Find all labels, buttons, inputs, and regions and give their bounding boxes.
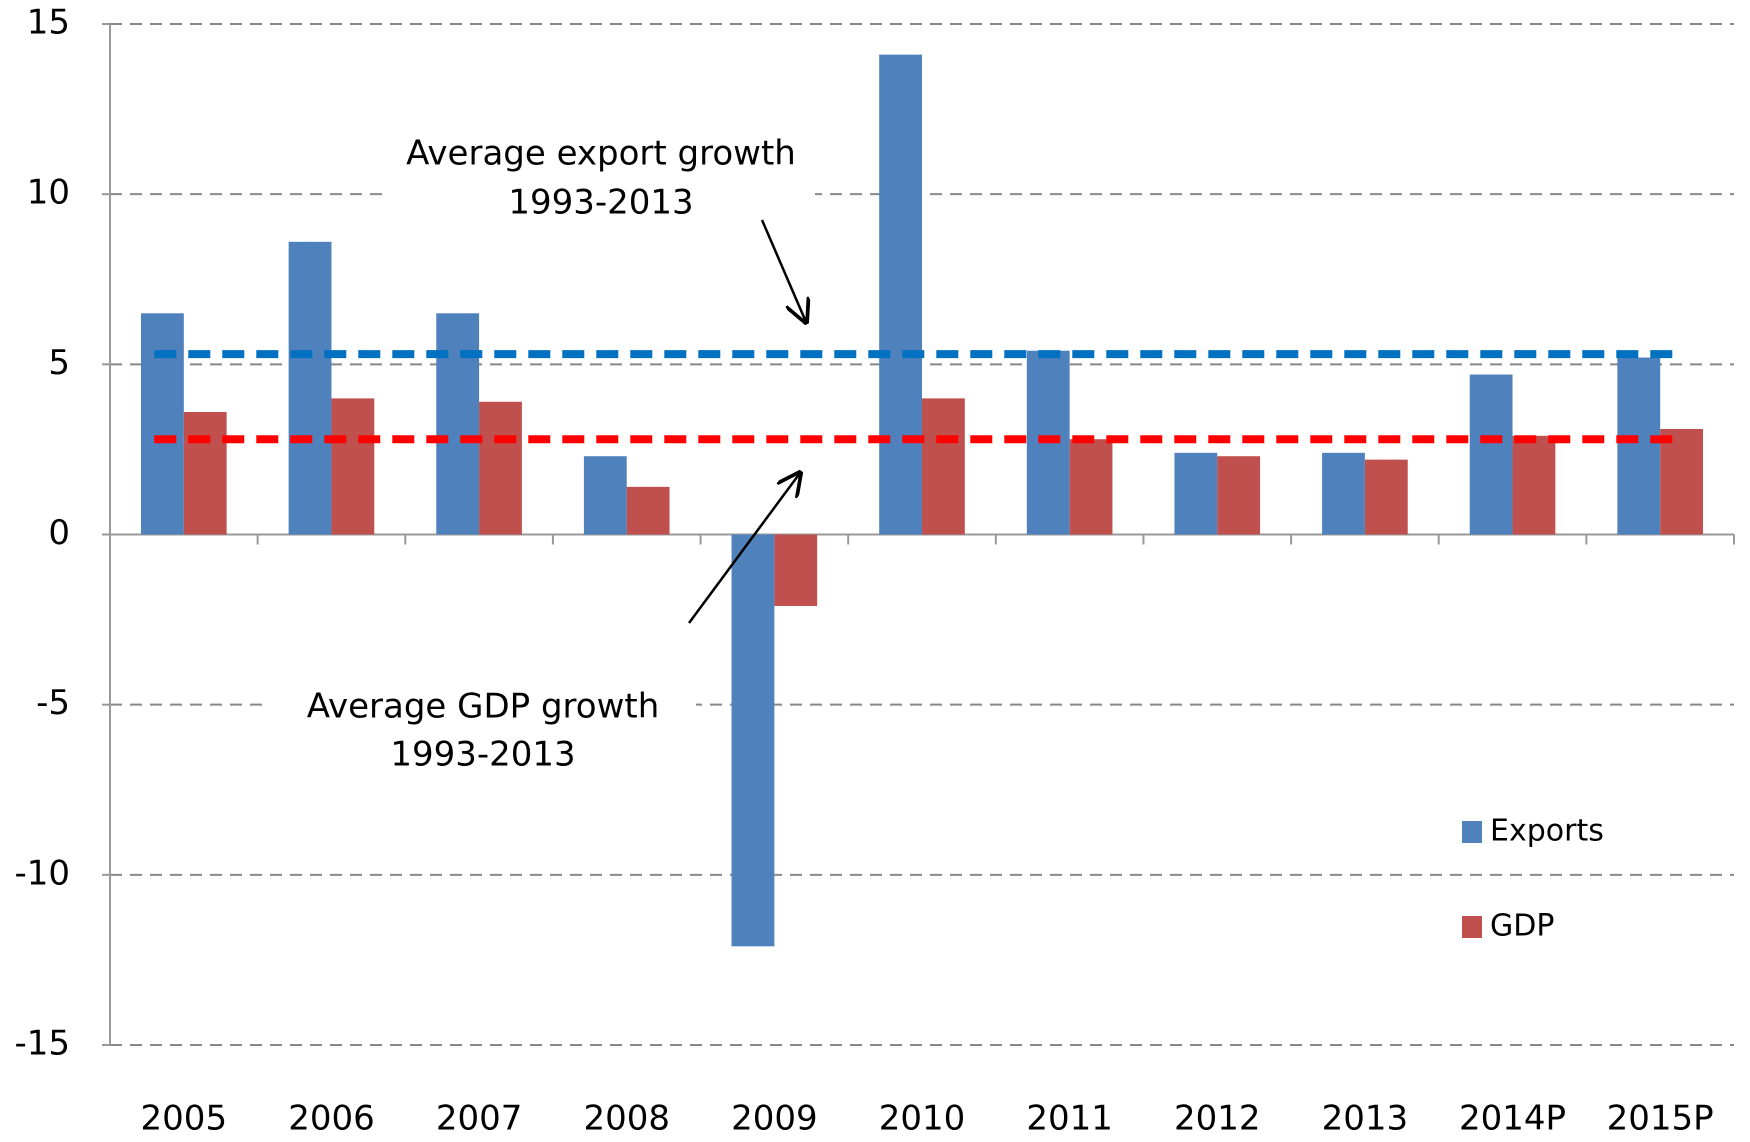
y-tick-label: -5 (36, 683, 70, 723)
x-tick-label: 2013 (1322, 1099, 1409, 1139)
x-tick-label: 2008 (583, 1099, 670, 1139)
bar (436, 313, 480, 535)
x-tick-label: 2005 (141, 1099, 228, 1139)
x-tick-label: 2009 (731, 1099, 818, 1139)
bar (1469, 374, 1513, 535)
annotation-bg (385, 128, 815, 230)
annotation: Average export growth (406, 134, 796, 174)
bar (288, 241, 332, 535)
bar (1364, 459, 1408, 535)
bar (1512, 435, 1556, 535)
legend-label: GDP (1490, 909, 1554, 944)
y-tick-label: 10 (27, 173, 70, 213)
arrow (687, 473, 800, 624)
bar (1069, 439, 1113, 535)
bar (626, 486, 670, 535)
y-tick-label: 0 (48, 513, 70, 553)
y-tick-label: 5 (48, 343, 70, 383)
bar (922, 398, 965, 535)
bar (183, 411, 227, 535)
annotation-bg (270, 682, 696, 782)
annotation: 1993-2013 (390, 735, 575, 775)
bar (1217, 456, 1261, 535)
legend-swatch (1462, 821, 1482, 843)
bar (1322, 452, 1365, 535)
bar (774, 534, 818, 606)
x-tick-label: 2010 (879, 1099, 966, 1139)
arrow (760, 219, 806, 322)
y-tick-label: -10 (14, 853, 70, 893)
x-tick-label: 2011 (1026, 1099, 1113, 1139)
y-tick-label: -15 (14, 1024, 70, 1064)
bar (1174, 452, 1218, 535)
legend-label: Exports (1490, 814, 1604, 849)
x-tick-label: 2014P (1459, 1099, 1566, 1139)
bar (479, 401, 522, 535)
annotation: 1993-2013 (508, 183, 693, 223)
bar (331, 398, 375, 535)
x-tick-label: 2015P (1607, 1099, 1714, 1139)
bar (1660, 428, 1703, 535)
x-tick-label: 2006 (288, 1099, 375, 1139)
y-tick-label: 15 (27, 3, 70, 43)
bar (1617, 357, 1661, 535)
legend-swatch (1462, 916, 1482, 938)
x-tick-label: 2012 (1174, 1099, 1261, 1139)
annotation: Average GDP growth (307, 687, 660, 727)
bar (731, 534, 775, 947)
bar (879, 54, 922, 535)
x-tick-label: 2007 (436, 1099, 523, 1139)
bar (141, 313, 184, 535)
bar (583, 456, 627, 535)
